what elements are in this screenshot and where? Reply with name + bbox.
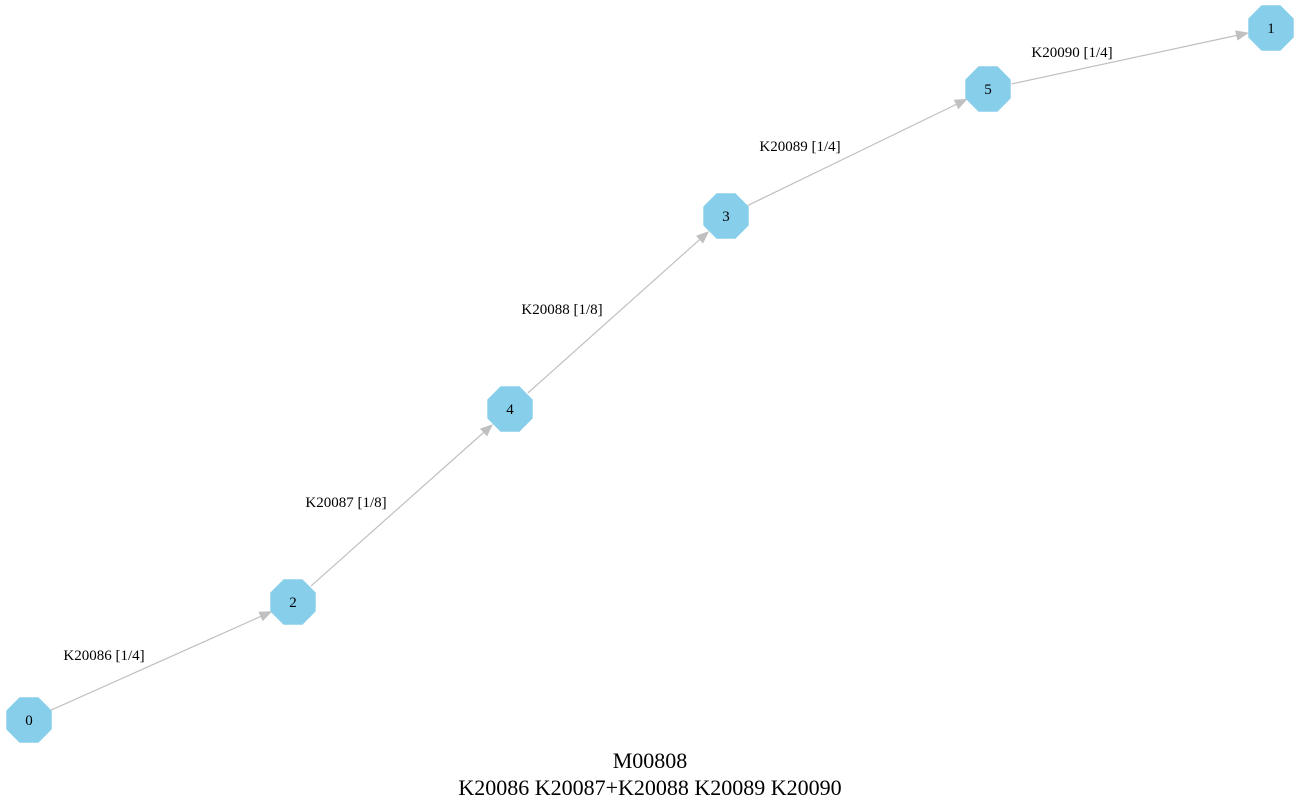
arrowhead-icon	[479, 424, 494, 437]
arrowhead-icon	[953, 98, 968, 110]
node-label: 4	[506, 402, 514, 418]
graph-subtitle: K20086 K20087+K20088 K20089 K20090	[458, 775, 841, 800]
octagon-node-shape	[965, 66, 1011, 112]
graph-title: M00808	[613, 748, 688, 773]
nodes-layer: 0 2 4 3 5 1	[6, 5, 1294, 743]
octagon-node-shape	[487, 386, 533, 432]
node-label: 0	[25, 713, 33, 729]
edge-line	[527, 238, 701, 394]
node-label: 1	[1267, 21, 1275, 37]
node-1: 1	[1248, 5, 1294, 51]
edge-0-2: K20086 [1/4]	[50, 611, 273, 711]
node-label: 3	[722, 209, 730, 225]
octagon-node-shape	[703, 193, 749, 239]
edge-line	[50, 615, 262, 711]
node-label: 5	[984, 82, 992, 98]
edge-label: K20088 [1/8]	[521, 302, 602, 318]
edge-2-4: K20087 [1/8]	[305, 424, 494, 587]
edge-line	[1011, 34, 1237, 85]
edge-label: K20087 [1/8]	[305, 495, 386, 511]
node-2: 2	[270, 579, 316, 625]
node-5: 5	[965, 66, 1011, 112]
arrowhead-icon	[258, 611, 273, 622]
node-label: 2	[289, 595, 297, 611]
edge-5-1: K20090 [1/4]	[1011, 30, 1249, 85]
edges-layer: K20086 [1/4] K20087 [1/8] K20088 [1/8] K200…	[50, 30, 1249, 711]
edge-label: K20090 [1/4]	[1031, 45, 1112, 61]
node-3: 3	[703, 193, 749, 239]
edge-4-3: K20088 [1/8]	[521, 231, 710, 394]
edge-line	[310, 431, 485, 587]
edge-3-5: K20089 [1/4]	[747, 98, 968, 207]
node-4: 4	[487, 386, 533, 432]
arrowhead-icon	[1235, 30, 1249, 41]
node-0: 0	[6, 697, 52, 743]
edge-label: K20086 [1/4]	[63, 648, 144, 664]
edge-line	[747, 103, 957, 207]
arrowhead-icon	[696, 231, 710, 244]
octagon-node-shape	[1248, 5, 1294, 51]
octagon-node-shape	[6, 697, 52, 743]
octagon-node-shape	[270, 579, 316, 625]
edge-label: K20089 [1/4]	[759, 139, 840, 155]
